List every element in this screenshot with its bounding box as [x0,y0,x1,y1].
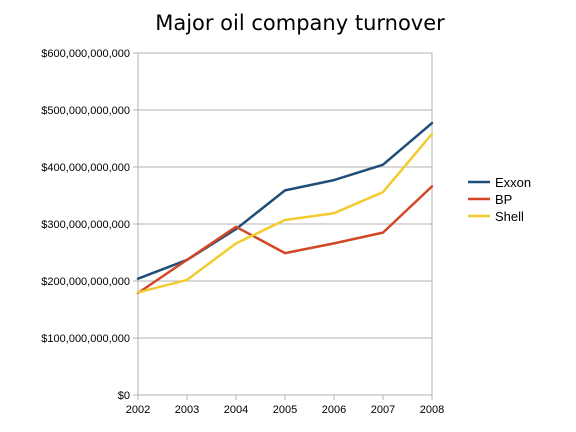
y-tick-label: $600,000,000,000 [41,48,130,60]
series-line-exxon [136,121,434,280]
y-axis-tick-labels: $0 $100,000,000,000 $200,000,000,000 $300,0… [41,48,130,402]
y-tick-label: $400,000,000,000 [41,162,130,174]
series-line-shell [136,132,434,294]
y-tick-label: $500,000,000,000 [41,105,130,117]
y-tick-label: $100,000,000,000 [41,333,130,345]
series-line-bp [136,185,434,295]
x-tick-label: 2007 [371,404,395,416]
gridlines [133,52,433,400]
chart-title: Major oil company turnover [155,11,445,35]
y-tick-label: $0 [118,390,130,402]
x-axis-tick-labels: 2002 2003 2004 2005 2006 2007 2008 [126,404,444,416]
legend: Exxon BP Shell [468,175,531,224]
x-tick-label: 2008 [420,404,444,416]
series-lines [136,121,434,295]
x-tick-label: 2002 [126,404,150,416]
y-tick-label: $200,000,000,000 [41,276,130,288]
legend-label-shell: Shell [495,209,524,224]
legend-label-bp: BP [495,192,512,207]
plot-area [137,52,433,396]
x-tick-label: 2005 [273,404,297,416]
y-tick-label: $300,000,000,000 [41,219,130,231]
legend-label-exxon: Exxon [495,175,531,190]
x-tick-label: 2006 [322,404,346,416]
x-tick-label: 2004 [224,404,248,416]
x-tick-label: 2003 [175,404,199,416]
